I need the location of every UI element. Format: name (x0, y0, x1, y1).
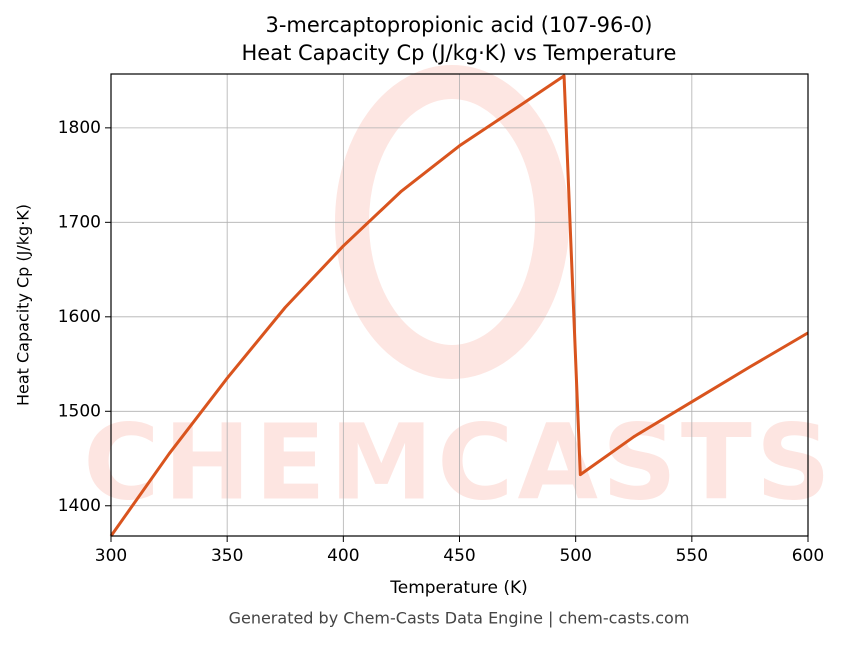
x-tick-label: 450 (443, 546, 475, 566)
x-tick-label: 600 (792, 546, 824, 566)
watermark: CHEMCASTS (83, 65, 834, 523)
x-tick-label: 550 (676, 546, 708, 566)
x-tick-label: 500 (559, 546, 591, 566)
svg-text:CHEMCASTS: CHEMCASTS (83, 401, 834, 523)
plot-frame (110, 73, 809, 537)
x-tick-label: 400 (327, 546, 359, 566)
footer: Generated by Chem-Casts Data Engine | ch… (229, 609, 690, 628)
data-line (109, 74, 809, 537)
x-axis-label: Temperature (K) (389, 578, 528, 598)
y-tick-label: 1600 (58, 307, 101, 327)
y-axis-label: Heat Capacity Cp (J/kg·K) (14, 204, 33, 406)
x-tick-label: 300 (95, 546, 127, 566)
y-tick-label: 1800 (58, 118, 101, 138)
chart-subtitle: Heat Capacity Cp (J/kg·K) vs Temperature (242, 41, 677, 65)
y-tick-label: 1700 (58, 212, 101, 232)
x-tick-label: 350 (211, 546, 243, 566)
y-tick-label: 1400 (58, 496, 101, 516)
y-tick-label: 1500 (58, 401, 101, 421)
chart-title: 3-mercaptopropionic acid (107-96-0) (265, 13, 652, 37)
